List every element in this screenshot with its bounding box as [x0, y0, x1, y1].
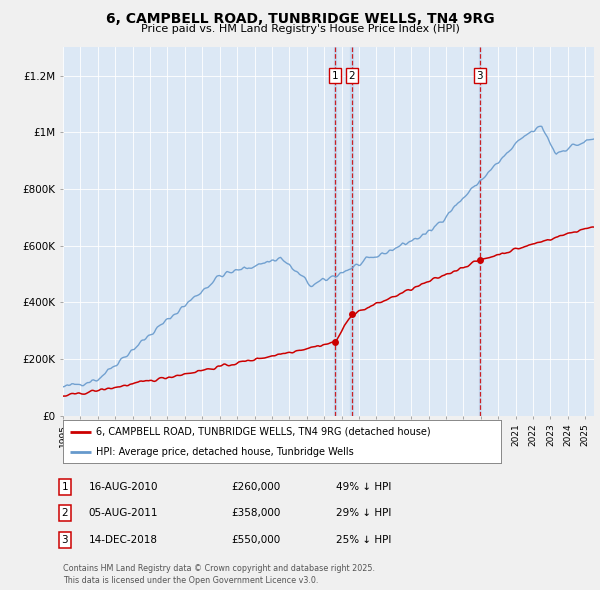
Text: 05-AUG-2011: 05-AUG-2011 [89, 509, 158, 518]
Text: £260,000: £260,000 [231, 482, 280, 491]
Text: 2: 2 [349, 71, 355, 81]
Text: 49% ↓ HPI: 49% ↓ HPI [336, 482, 391, 491]
Bar [334, 47, 337, 416]
Text: £358,000: £358,000 [231, 509, 280, 518]
Text: 3: 3 [476, 71, 483, 81]
Text: £550,000: £550,000 [231, 535, 280, 545]
Text: HPI: Average price, detached house, Tunbridge Wells: HPI: Average price, detached house, Tunb… [96, 447, 353, 457]
Bar [350, 47, 353, 416]
Bar [479, 47, 481, 416]
Text: Price paid vs. HM Land Registry's House Price Index (HPI): Price paid vs. HM Land Registry's House … [140, 24, 460, 34]
Text: 16-AUG-2010: 16-AUG-2010 [89, 482, 158, 491]
Text: 1: 1 [61, 482, 68, 491]
Text: 2: 2 [61, 509, 68, 518]
Text: 14-DEC-2018: 14-DEC-2018 [89, 535, 158, 545]
Text: 25% ↓ HPI: 25% ↓ HPI [336, 535, 391, 545]
Text: 6, CAMPBELL ROAD, TUNBRIDGE WELLS, TN4 9RG (detached house): 6, CAMPBELL ROAD, TUNBRIDGE WELLS, TN4 9… [96, 427, 430, 437]
Text: 1: 1 [332, 71, 338, 81]
Text: 3: 3 [61, 535, 68, 545]
Text: 29% ↓ HPI: 29% ↓ HPI [336, 509, 391, 518]
Text: Contains HM Land Registry data © Crown copyright and database right 2025.
This d: Contains HM Land Registry data © Crown c… [63, 565, 375, 585]
Text: 6, CAMPBELL ROAD, TUNBRIDGE WELLS, TN4 9RG: 6, CAMPBELL ROAD, TUNBRIDGE WELLS, TN4 9… [106, 12, 494, 26]
